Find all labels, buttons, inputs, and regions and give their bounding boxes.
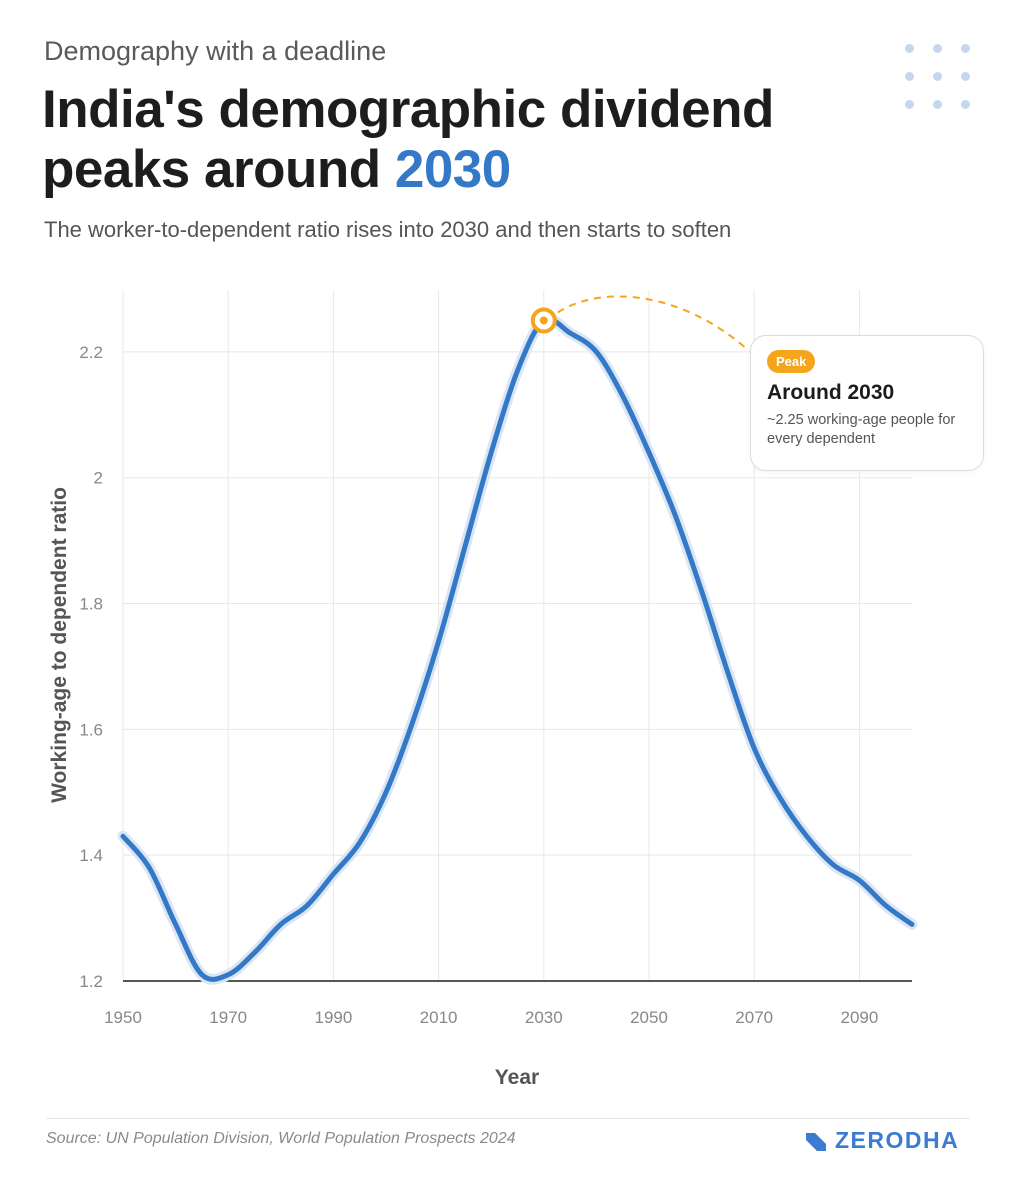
callout-title: Around 2030 xyxy=(767,381,895,404)
footer-divider xyxy=(46,1118,970,1119)
page-title: India's demographic dividend peaks aroun… xyxy=(42,80,774,200)
subtitle: The worker-to-dependent ratio rises into… xyxy=(44,217,732,242)
x-tick-label: 2070 xyxy=(735,1008,773,1027)
x-tick-label: 1950 xyxy=(104,1008,142,1027)
y-tick-label: 1.4 xyxy=(79,846,103,865)
peak-marker-center xyxy=(539,316,548,325)
y-tick-label: 2 xyxy=(94,469,103,488)
y-tick-label: 1.6 xyxy=(79,720,103,739)
x-tick-label: 2050 xyxy=(630,1008,668,1027)
series-line xyxy=(120,316,915,982)
x-tick-label: 1970 xyxy=(209,1008,247,1027)
callout-text: ~2.25 working-age people for every depen… xyxy=(767,412,956,447)
x-tick-label: 1990 xyxy=(314,1008,352,1027)
brand-logo: ZERODHA xyxy=(806,1127,959,1154)
title-line-2: peaks around 2030 xyxy=(42,140,774,200)
title-line-1: India's demographic dividend xyxy=(42,80,774,139)
x-axis-title: Year xyxy=(495,1066,539,1089)
x-tick-label: 2090 xyxy=(840,1008,878,1027)
peak-callout: Peak Around 2030 ~2.25 working-age peopl… xyxy=(750,335,984,471)
zerodha-logo-icon xyxy=(806,1132,826,1151)
y-tick-label: 1.2 xyxy=(79,972,103,991)
brand-name: ZERODHA xyxy=(835,1127,960,1153)
y-tick-label: 2.2 xyxy=(79,343,103,362)
x-tick-label: 2030 xyxy=(525,1008,563,1027)
kicker: Demography with a deadline xyxy=(44,36,387,66)
y-axis-title: Working-age to dependent ratio xyxy=(48,487,71,803)
source-note: Source: UN Population Division, World Po… xyxy=(46,1130,516,1147)
peak-badge: Peak xyxy=(767,350,816,373)
x-tick-label: 2010 xyxy=(420,1008,458,1027)
decorative-dots-icon xyxy=(905,44,975,114)
y-tick-label: 1.8 xyxy=(79,595,103,614)
title-line-2-prefix: peaks around xyxy=(42,140,395,199)
title-highlight: 2030 xyxy=(394,140,511,199)
callout-connector xyxy=(557,295,749,351)
